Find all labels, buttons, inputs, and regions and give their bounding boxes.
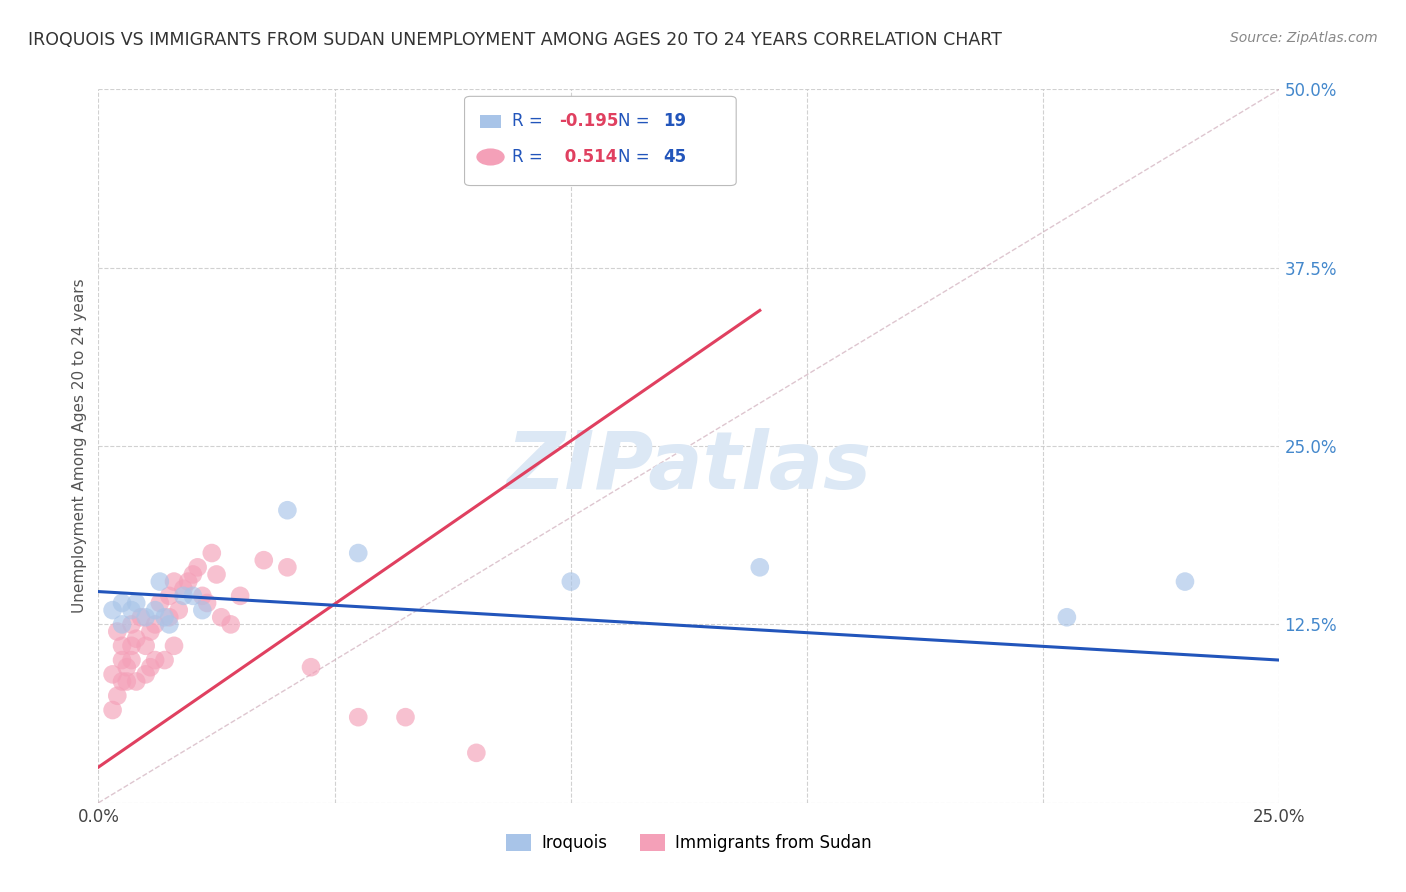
Text: Source: ZipAtlas.com: Source: ZipAtlas.com (1230, 31, 1378, 45)
Point (195, 596, 218, 610)
Point (115, 660, 138, 674)
Text: 19: 19 (664, 112, 686, 130)
Point (149, 596, 172, 610)
Point (143, 653, 166, 667)
Point (101, 667, 124, 681)
Point (129, 610, 152, 624)
Text: ZIPatlas: ZIPatlas (506, 428, 872, 507)
Point (172, 582, 194, 596)
Circle shape (477, 148, 505, 166)
Point (299, 660, 322, 674)
Point (139, 660, 162, 674)
Point (143, 603, 166, 617)
Legend: Iroquois, Immigrants from Sudan: Iroquois, Immigrants from Sudan (499, 827, 879, 859)
Point (163, 574, 186, 589)
Point (560, 574, 582, 589)
Point (1174, 574, 1197, 589)
Point (121, 653, 143, 667)
Text: -0.195: -0.195 (560, 112, 619, 130)
Point (143, 617, 166, 632)
Point (229, 589, 252, 603)
Point (111, 653, 134, 667)
Point (276, 503, 298, 517)
Point (121, 603, 143, 617)
Point (172, 589, 194, 603)
Point (125, 632, 148, 646)
Point (748, 560, 770, 574)
Point (276, 560, 298, 574)
Text: N =: N = (619, 112, 655, 130)
Point (181, 567, 204, 582)
Text: IROQUOIS VS IMMIGRANTS FROM SUDAN UNEMPLOYMENT AMONG AGES 20 TO 24 YEARS CORRELA: IROQUOIS VS IMMIGRANTS FROM SUDAN UNEMPL… (28, 31, 1002, 49)
Point (191, 589, 214, 603)
Point (157, 617, 180, 632)
Text: R =: R = (512, 148, 548, 166)
Point (105, 624, 128, 639)
Point (101, 703, 124, 717)
Point (157, 589, 180, 603)
Point (187, 560, 209, 574)
Point (125, 674, 148, 689)
Point (153, 610, 176, 624)
Point (253, 553, 276, 567)
Y-axis label: Unemployment Among Ages 20 to 24 years: Unemployment Among Ages 20 to 24 years (72, 278, 87, 614)
Point (149, 574, 172, 589)
Point (177, 574, 200, 589)
FancyBboxPatch shape (479, 115, 501, 128)
Point (111, 596, 134, 610)
Point (163, 639, 186, 653)
Point (111, 639, 134, 653)
Point (121, 617, 143, 632)
Point (101, 603, 124, 617)
Point (111, 617, 134, 632)
Point (205, 567, 228, 582)
Point (121, 639, 143, 653)
Point (181, 589, 204, 603)
Point (139, 624, 162, 639)
Point (157, 610, 180, 624)
Text: 45: 45 (664, 148, 686, 166)
Text: N =: N = (619, 148, 655, 166)
Point (105, 689, 128, 703)
Point (111, 674, 134, 689)
Text: 0.514: 0.514 (560, 148, 617, 166)
Point (125, 596, 148, 610)
Point (153, 653, 176, 667)
Point (394, 710, 416, 724)
Point (167, 603, 190, 617)
Point (115, 674, 138, 689)
Point (201, 546, 224, 560)
Point (219, 617, 242, 632)
Point (347, 710, 370, 724)
Point (209, 610, 232, 624)
Point (465, 746, 488, 760)
Point (347, 546, 370, 560)
Text: R =: R = (512, 112, 548, 130)
Point (191, 603, 214, 617)
Point (1056, 610, 1078, 624)
Point (135, 667, 157, 681)
Point (135, 639, 157, 653)
FancyBboxPatch shape (464, 96, 737, 186)
Point (135, 610, 157, 624)
